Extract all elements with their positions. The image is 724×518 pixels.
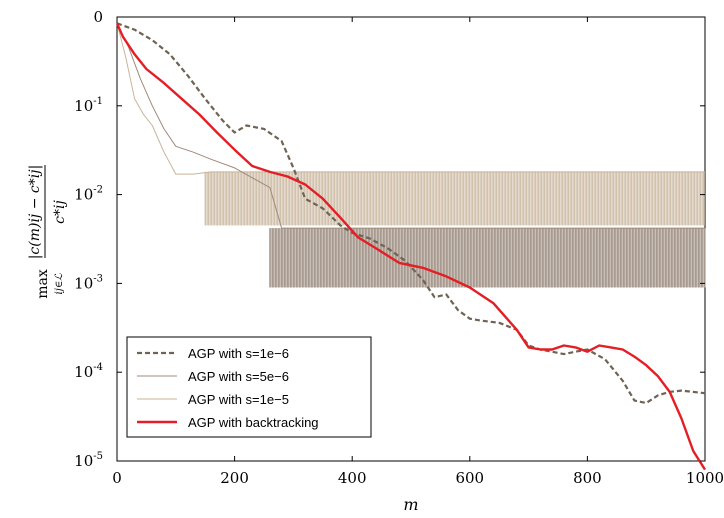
band-oscillation-0: [269, 228, 706, 288]
legend-label-1: AGP with s=5e−6: [188, 369, 289, 384]
y-tick-label: 10-1: [74, 96, 103, 115]
band-oscillation-1: [204, 171, 704, 226]
x-tick-label: 800: [573, 469, 602, 487]
y-tick-label: 10-5: [74, 451, 103, 470]
legend-label-0: AGP with s=1e−6: [188, 346, 289, 361]
y-label-denominator: c*ij: [52, 200, 68, 224]
x-tick-label: 600: [455, 469, 484, 487]
y-tick-label: 10-2: [74, 185, 103, 204]
legend: AGP with s=1e−6 AGP with s=5e−6 AGP with s…: [126, 336, 372, 438]
band-0: [269, 228, 705, 288]
series-line-0: [116, 22, 706, 405]
x-tick-label: 0: [112, 469, 122, 487]
y-axis-label: max ij∈ℒ |c(m)ij − c*ij| c*ij: [27, 165, 68, 299]
legend-label-3: AGP with backtracking: [188, 415, 319, 430]
series-lines: [115, 22, 707, 471]
series-line-3: [115, 22, 707, 471]
y-tick-label: 10-3: [74, 273, 103, 292]
x-tick-label: 400: [338, 469, 367, 487]
series-line-1: [116, 23, 705, 229]
y-label-numerator: |c(m)ij − c*ij|: [27, 165, 43, 260]
legend-box: [126, 336, 372, 438]
series-bands: [204, 171, 706, 288]
legend-label-2: AGP with s=1e−5: [188, 392, 289, 407]
y-label-max: max: [35, 269, 51, 299]
x-axis-label: m: [403, 495, 418, 514]
series-line-2: [116, 23, 705, 175]
y-label-subscript: ij∈ℒ: [54, 273, 65, 295]
y-tick-label: 0: [93, 8, 103, 26]
y-tick-label: 10-4: [74, 362, 103, 381]
axis-ticks: 0 200 400 600 800 1000 0 10-1 10-2 10-3 10-4 10-5: [74, 8, 724, 487]
x-tick-label: 1000: [686, 469, 724, 487]
x-tick-label: 200: [220, 469, 249, 487]
